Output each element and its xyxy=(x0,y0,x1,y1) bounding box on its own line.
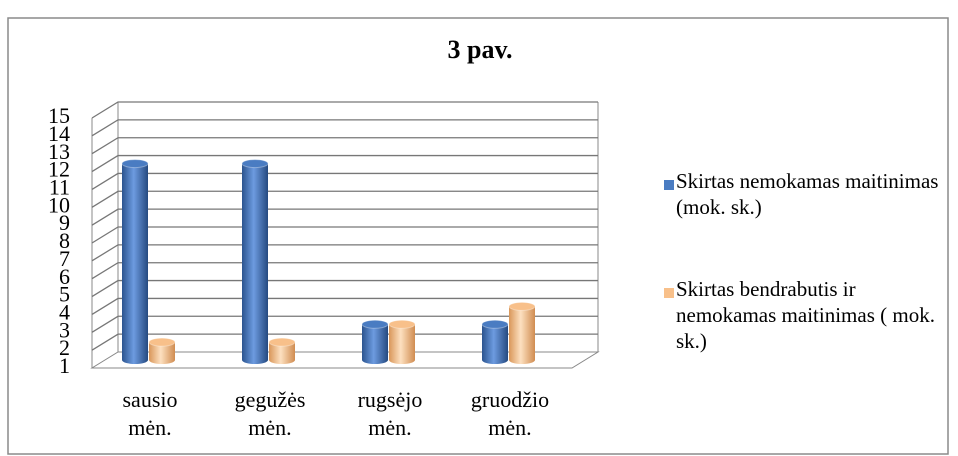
bar-top xyxy=(268,337,296,347)
grid-line xyxy=(91,262,598,280)
bar-body xyxy=(269,342,295,360)
bar-body xyxy=(362,324,388,360)
x-tick-label: gruodžio mėn. xyxy=(471,387,549,440)
bar xyxy=(268,337,296,364)
bar xyxy=(241,159,269,364)
y-tick-label: 7 xyxy=(59,246,70,271)
bar-bottom xyxy=(362,356,388,364)
y-tick-label: 11 xyxy=(49,174,70,199)
bar xyxy=(481,319,509,364)
y-tick-label: 4 xyxy=(59,299,70,324)
chart-border xyxy=(7,17,949,455)
grid-line xyxy=(91,190,598,208)
y-tick-label: 1 xyxy=(59,353,70,378)
bar-bottom xyxy=(482,356,508,364)
bar-top xyxy=(361,319,389,329)
y-tick-label: 3 xyxy=(59,317,70,342)
bar-top xyxy=(241,159,269,169)
bar-body xyxy=(242,163,268,360)
bar xyxy=(361,319,389,364)
y-tick-label: 5 xyxy=(59,282,70,307)
bar-body xyxy=(149,342,175,360)
y-tick-label: 14 xyxy=(48,121,70,146)
bar xyxy=(388,319,416,364)
grid-line xyxy=(91,101,598,119)
legend-swatch xyxy=(664,180,674,190)
grid-line xyxy=(91,315,598,333)
legend-text: Skirtas nemokamas maitinimas (mok. sk.) xyxy=(676,169,939,219)
y-tick-label: 12 xyxy=(48,157,70,182)
bar xyxy=(148,337,176,364)
bar xyxy=(121,159,149,364)
y-tick-label: 9 xyxy=(59,210,70,235)
legend-text: Skirtas bendrabutis ir nemokamas maitini… xyxy=(676,277,935,353)
bar-body xyxy=(122,163,148,360)
y-tick-label: 15 xyxy=(48,103,70,128)
bar xyxy=(508,301,536,364)
bar-bottom xyxy=(389,356,415,364)
bar-top xyxy=(121,159,149,169)
grid-line xyxy=(91,154,598,173)
x-tick-label: rugsėjo mėn. xyxy=(358,387,423,440)
y-tick-label: 2 xyxy=(59,335,70,360)
bar-top xyxy=(481,319,509,329)
grid-line xyxy=(91,226,598,244)
grid-line xyxy=(91,244,598,262)
bar-bottom xyxy=(149,356,175,364)
bar-body xyxy=(389,324,415,360)
bar-body xyxy=(482,324,508,360)
grid-line xyxy=(91,297,598,315)
x-tick-label: sausio mėn. xyxy=(123,387,178,440)
y-tick-label: 6 xyxy=(59,264,70,289)
grid-line xyxy=(91,119,598,137)
y-tick-label: 13 xyxy=(48,139,70,164)
bar-top xyxy=(148,337,176,347)
bar-top xyxy=(388,319,416,329)
grid-line xyxy=(91,208,598,226)
grid-line xyxy=(91,279,598,298)
bar-body xyxy=(509,306,535,360)
bar-bottom xyxy=(509,356,535,364)
chart-title: 3 pav. xyxy=(447,35,512,64)
grid-line xyxy=(91,172,598,190)
bar-bottom xyxy=(242,356,268,364)
grid-line xyxy=(91,333,598,351)
bar-top xyxy=(508,301,536,311)
bar-bottom xyxy=(122,356,148,364)
legend-swatch xyxy=(664,288,674,298)
y-tick-label: 8 xyxy=(59,228,70,253)
y-tick-label: 10 xyxy=(48,192,70,217)
bar-bottom xyxy=(269,356,295,364)
grid-line xyxy=(91,137,598,155)
x-tick-label: gegužės mėn. xyxy=(235,387,306,440)
